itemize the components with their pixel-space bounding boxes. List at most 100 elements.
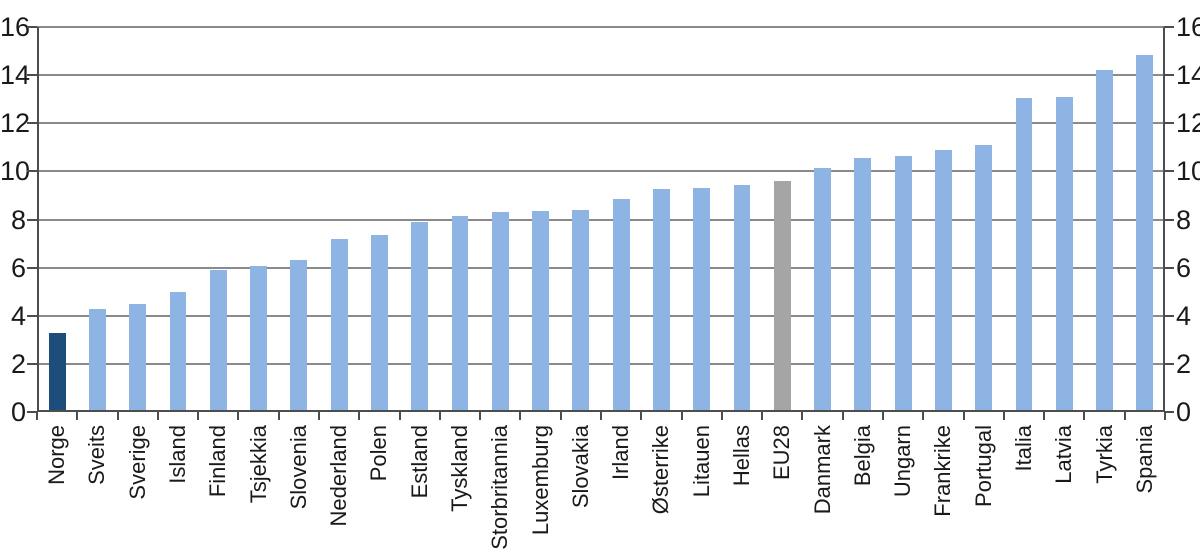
gridline-y-14 — [37, 74, 1165, 77]
x-label-text: Spania — [1131, 425, 1157, 494]
x-label-text: Italia — [1011, 425, 1036, 472]
x-tick-mark-4 — [197, 412, 200, 420]
bar-estland — [411, 221, 429, 412]
x-tick-mark-15 — [640, 412, 643, 420]
bar-tyskland — [451, 215, 469, 412]
x-label-text: Portugal — [970, 425, 996, 507]
bar-nederland — [330, 238, 348, 412]
y-tick-label-left-10: 10 — [0, 156, 31, 187]
bar-slovenia — [290, 260, 308, 412]
bar-spania — [1136, 54, 1154, 412]
gridline-y-16 — [37, 26, 1165, 28]
x-tick-mark-16 — [680, 412, 683, 420]
bar-frankrike — [934, 149, 952, 412]
y-tick-mark-left-12 — [27, 122, 37, 125]
y-tick-label-left-16: 16 — [0, 12, 31, 42]
y-tick-label-right-4: 4 — [1176, 300, 1192, 331]
x-label-text: Tyskland — [447, 425, 472, 512]
x-tick-mark-2 — [116, 412, 119, 420]
x-tick-mark-26 — [1083, 412, 1086, 420]
bar-island — [169, 291, 187, 412]
x-label-text: Slovakia — [567, 425, 593, 509]
x-tick-mark-28 — [1164, 412, 1166, 420]
x-tick-mark-14 — [600, 412, 602, 420]
y-tick-label-left-8: 8 — [10, 204, 26, 235]
x-tick-mark-25 — [1043, 412, 1046, 420]
y-tick-mark-left-8 — [27, 218, 37, 221]
y-tick-mark-right-2 — [1164, 362, 1174, 365]
bar-sveits — [88, 308, 106, 412]
x-label-text: Tyrkia — [1091, 425, 1117, 484]
gridline-y-10 — [37, 170, 1165, 173]
x-label-text: Finland — [205, 425, 231, 498]
gridline-y-4 — [37, 314, 1165, 317]
y-tick-mark-right-14 — [1164, 74, 1174, 77]
x-tick-mark-24 — [1002, 412, 1005, 420]
x-tick-mark-7 — [318, 412, 320, 420]
y-tick-mark-left-0 — [27, 411, 37, 413]
y-tick-mark-right-12 — [1164, 122, 1174, 125]
x-label-text: Sveits — [84, 425, 110, 485]
x-label-text: Latvia — [1051, 425, 1077, 484]
y-tick-mark-left-16 — [27, 26, 37, 28]
x-label-text: Island — [165, 425, 190, 484]
y-tick-label-right-0: 0 — [1176, 397, 1192, 427]
y-tick-mark-right-16 — [1164, 26, 1174, 28]
bar-tyrkia — [1096, 70, 1114, 412]
x-label-text: Ungarn — [890, 425, 916, 498]
bar-polen — [370, 235, 388, 412]
gridline-y-6 — [37, 266, 1165, 269]
y-tick-mark-left-2 — [27, 362, 37, 365]
x-tick-mark-11 — [479, 412, 482, 420]
y-tick-mark-right-10 — [1164, 170, 1174, 173]
x-label-text: Tsjekkia — [245, 425, 271, 504]
x-label-text: Sverige — [124, 425, 150, 500]
bar-italia — [1015, 97, 1033, 412]
x-tick-mark-21 — [882, 412, 884, 420]
y-axis-line-left — [37, 27, 39, 412]
x-label-text: Irland — [608, 425, 634, 481]
x-label-text: Danmark — [809, 425, 835, 515]
bar-latvia — [1055, 96, 1073, 412]
y-tick-mark-right-6 — [1164, 266, 1174, 269]
gridline-y-12 — [37, 122, 1165, 125]
bar-norge — [48, 332, 66, 412]
y-tick-mark-left-6 — [27, 266, 37, 269]
x-tick-mark-17 — [720, 412, 723, 420]
x-tick-mark-19 — [801, 412, 804, 420]
bar-storbritannia — [491, 212, 509, 412]
bar-finland — [209, 270, 227, 412]
x-label-text: EU28 — [769, 425, 795, 481]
x-label-text: Hellas — [729, 425, 754, 487]
bar-luxemburg — [532, 211, 550, 412]
x-tick-mark-18 — [761, 412, 764, 420]
bar-belgia — [854, 158, 872, 412]
bar-ungarn — [894, 155, 912, 412]
bar-slovakia — [572, 209, 590, 412]
bar-portugal — [975, 144, 993, 412]
x-label-text: Frankrike — [930, 425, 956, 517]
y-tick-label-left-12: 12 — [0, 108, 31, 139]
gridline-y-8 — [37, 218, 1165, 221]
x-label-text: Norge — [44, 425, 70, 485]
x-label-text: Belgia — [849, 425, 875, 487]
x-tick-mark-1 — [76, 412, 79, 420]
bar-hellas — [733, 184, 751, 412]
y-tick-label-left-2: 2 — [10, 348, 26, 379]
y-tick-mark-left-10 — [27, 170, 37, 173]
y-tick-mark-right-0 — [1164, 411, 1174, 413]
x-tick-mark-8 — [358, 412, 361, 420]
x-tick-mark-27 — [1123, 412, 1126, 420]
y-tick-label-left-0: 0 — [10, 397, 26, 427]
y-tick-label-left-4: 4 — [10, 300, 26, 331]
bar-tsjekkia — [250, 266, 268, 412]
y-tick-label-right-8: 8 — [1176, 204, 1192, 235]
x-label-text: Storbritannia — [487, 425, 513, 550]
x-label-text: Luxemburg — [527, 425, 553, 536]
y-tick-label-right-10: 10 — [1176, 156, 1200, 187]
y-tick-label-left-14: 14 — [0, 60, 31, 91]
y-tick-label-right-2: 2 — [1176, 348, 1192, 379]
x-label-text: Litauen — [688, 425, 714, 498]
plot-area — [37, 26, 1165, 412]
